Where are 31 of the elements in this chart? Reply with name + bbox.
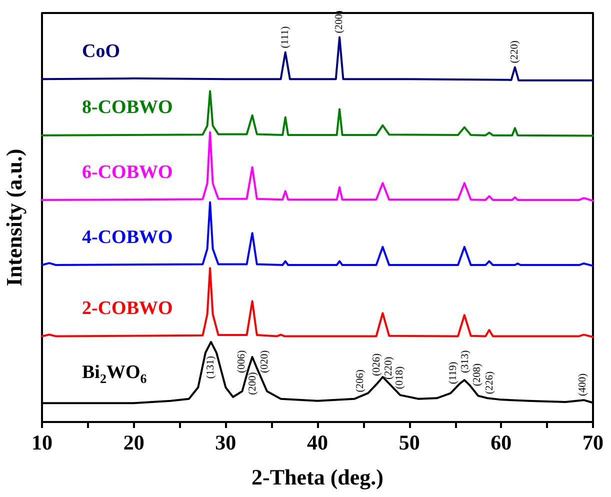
y-axis-title: Intensity (a.u.) <box>2 148 26 286</box>
series-label: 8-COBWO <box>82 97 173 118</box>
annotation: (200) <box>334 10 346 34</box>
x-tick-label: 10 <box>32 430 52 454</box>
series-label: Bi$_{2}$WO$_{6}$ <box>82 362 147 386</box>
annotation: (220) <box>509 40 520 64</box>
x-tick-label: 20 <box>123 430 144 454</box>
annotation: (313) <box>460 350 471 373</box>
annotation: (206) <box>355 368 366 392</box>
annotation: (006) <box>236 350 248 373</box>
annotation: (226) <box>484 370 496 394</box>
x-tick-label: 30 <box>215 430 236 454</box>
annotation: (018) <box>394 366 406 390</box>
annotation: (020) <box>260 350 271 373</box>
annotation: (026) <box>372 352 383 376</box>
annotation: (111) <box>280 26 291 48</box>
series-label: CoO <box>82 41 120 62</box>
x-tick-label: 60 <box>490 430 512 454</box>
annotation: (220) <box>384 356 395 380</box>
x-tick-label: 70 <box>582 430 604 454</box>
series-label: 4-COBWO <box>82 227 173 248</box>
annotation: (131) <box>205 355 216 379</box>
x-axis-title: 2-Theta (deg.) <box>252 464 384 490</box>
x-tick-label: 50 <box>398 430 420 454</box>
annotation: (208) <box>472 362 483 386</box>
series-label: 2-COBWO <box>82 298 173 320</box>
annotation: (400) <box>577 372 588 396</box>
series-label: 6-COBWO <box>82 162 173 183</box>
annotation: (119) <box>448 361 459 384</box>
x-tick-label: 40 <box>307 430 328 454</box>
annotation: (200) <box>248 372 259 395</box>
